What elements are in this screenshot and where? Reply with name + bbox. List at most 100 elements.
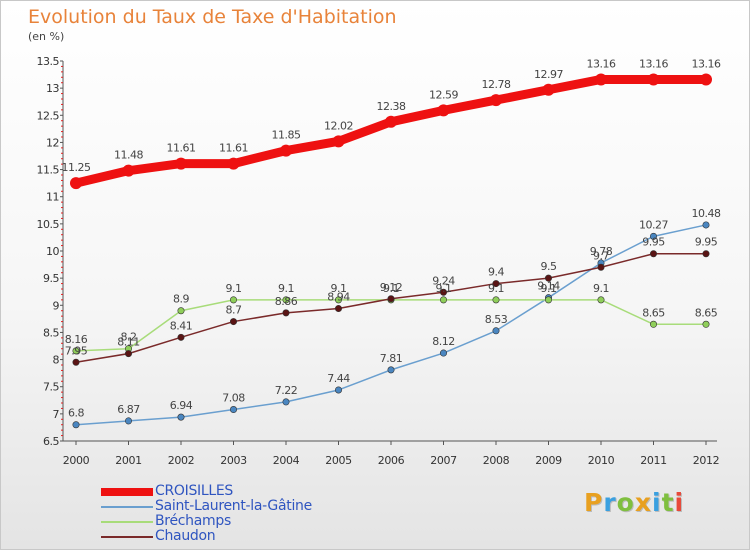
data-label: 9.1 (383, 282, 399, 295)
data-label: 9.1 (488, 282, 504, 295)
data-label: 8.11 (117, 336, 140, 349)
legend-item: Chaudon (101, 528, 401, 544)
data-point (544, 274, 552, 282)
data-label: 9.95 (642, 236, 665, 249)
data-label: 8.41 (170, 319, 193, 332)
data-point (492, 296, 500, 304)
data-point (702, 221, 710, 229)
logo-letter: t (661, 488, 675, 517)
data-label: 9.1 (331, 282, 347, 295)
data-point (385, 115, 397, 128)
y-tick-label: 6.5 (43, 435, 59, 448)
data-label: 10.27 (639, 218, 668, 231)
x-tick-label: 2006 (378, 454, 405, 467)
x-tick-label: 2007 (430, 454, 457, 467)
data-label: 13.16 (639, 57, 668, 70)
data-label: 12.59 (429, 88, 458, 101)
data-point (177, 413, 185, 421)
legend-item: Bréchamps (101, 513, 401, 529)
proxiti-logo: Proxiti (584, 488, 684, 517)
data-label: 7.81 (380, 352, 403, 365)
logo-letter: i (674, 488, 685, 517)
x-tick-label: 2002 (168, 454, 194, 467)
data-point (227, 157, 240, 170)
data-label: 9.1 (226, 282, 242, 295)
data-label: 12.38 (377, 100, 406, 113)
logo-letter: o (616, 488, 635, 517)
data-label: 11.61 (167, 142, 196, 155)
data-point (282, 296, 290, 304)
x-tick-label: 2004 (273, 454, 300, 467)
data-point (439, 349, 447, 357)
data-point (649, 250, 657, 258)
y-tick-label: 10 (46, 245, 59, 258)
x-tick-label: 2008 (483, 454, 510, 467)
data-point (230, 406, 238, 414)
data-point (647, 73, 660, 86)
x-tick-label: 2012 (693, 454, 719, 467)
data-label: 8.12 (432, 335, 455, 348)
data-point (595, 73, 607, 86)
series-line (71, 74, 711, 188)
data-label: 9.12 (380, 281, 403, 294)
data-label: 7.22 (275, 384, 298, 397)
data-label: 7.08 (222, 392, 245, 405)
legend-label: Saint-Laurent-la-Gâtine (155, 498, 312, 514)
y-tick-label: 8 (53, 354, 60, 367)
data-label: 9.1 (436, 282, 452, 295)
data-label: 12.78 (482, 78, 511, 91)
data-point (437, 104, 450, 117)
y-tick-label: 9 (53, 299, 60, 312)
data-point (177, 333, 185, 341)
data-label: 11.61 (219, 142, 248, 155)
data-label: 8.94 (327, 291, 350, 304)
data-label: 9.1 (541, 282, 557, 295)
data-point (387, 295, 395, 303)
data-label: 12.02 (324, 119, 353, 132)
data-label: 9.4 (488, 266, 504, 279)
data-point (175, 157, 187, 170)
data-label: 9.7 (593, 249, 609, 262)
data-point (334, 305, 342, 313)
legend-item: CROISILLES (101, 483, 401, 499)
y-tick-label: 8.5 (43, 326, 59, 339)
y-tick-label: 11.5 (37, 164, 60, 177)
data-point (542, 83, 555, 96)
axes: 6.5 7 7.5 8 8.5 9 9.5 10 10.5 11 11.5 12 12.5 13 13.5 2… (37, 55, 720, 467)
logo-letter: x (634, 488, 652, 517)
y-tick-label: 9.5 (43, 272, 59, 285)
data-label: 8.16 (65, 333, 88, 346)
data-point (72, 347, 80, 355)
data-label: 8.65 (642, 306, 665, 319)
data-point (177, 307, 185, 315)
data-label: 13.16 (692, 57, 721, 70)
data-point (387, 366, 395, 374)
data-point (334, 386, 342, 394)
x-tick-label: 2010 (588, 454, 615, 467)
y-tick-label: 13.5 (37, 55, 60, 68)
data-label: 6.94 (170, 399, 193, 412)
data-point (439, 288, 447, 296)
data-point (122, 164, 135, 177)
data-label: 8.53 (485, 313, 508, 326)
y-tick-label: 11 (46, 191, 59, 204)
data-point (700, 73, 712, 86)
data-point (334, 296, 342, 304)
data-point (492, 327, 500, 335)
y-tick-label: 7.5 (43, 381, 59, 394)
data-label: 11.85 (272, 129, 301, 142)
x-tick-label: 2005 (325, 454, 352, 467)
data-label: 13.16 (587, 57, 616, 70)
y-tick-label: 12.5 (37, 109, 60, 122)
data-label: 8.7 (226, 304, 242, 317)
data-point (492, 280, 500, 288)
legend-swatch-brechamps (101, 520, 153, 523)
x-tick-label: 2000 (63, 454, 90, 467)
data-point (282, 309, 290, 317)
data-point (649, 232, 657, 240)
data-point (230, 296, 238, 304)
data-point (72, 421, 80, 429)
legend-swatch-chaudon (101, 535, 153, 538)
data-label: 8.65 (695, 306, 718, 319)
